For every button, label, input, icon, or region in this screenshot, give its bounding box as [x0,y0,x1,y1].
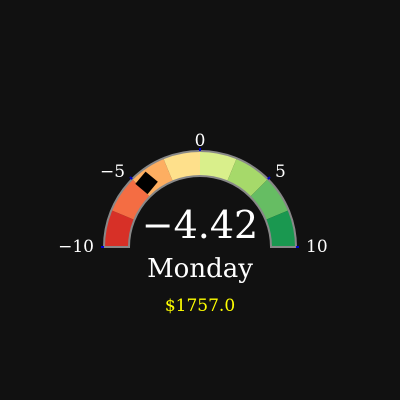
gauge-band-5 [227,158,268,197]
tick-label-4: 10 [306,237,328,257]
gauge-value: −4.42 [142,203,258,247]
tick-mark-3 [267,176,271,180]
gauge-band-1 [111,179,150,220]
gauge-band-4 [200,151,237,182]
gauge-bands [104,151,296,247]
gauge-subtitle: $1757.0 [165,296,235,316]
tick-mark-1 [129,176,133,180]
tick-label-3: 5 [275,162,286,182]
gauge-band-7 [265,210,296,247]
tick-label-0: −10 [58,237,94,257]
gauge-band-0 [104,210,135,247]
value-marker [135,171,158,195]
gauge-band-6 [250,179,289,220]
tick-label-1: −5 [100,162,125,182]
gauge-ticks: −10 −5 0 5 10 [58,131,328,257]
gauge-outline [102,150,298,248]
gauge-label: Monday [147,254,253,284]
tick-label-2: 0 [195,131,206,151]
gauge-band-3 [163,151,200,182]
